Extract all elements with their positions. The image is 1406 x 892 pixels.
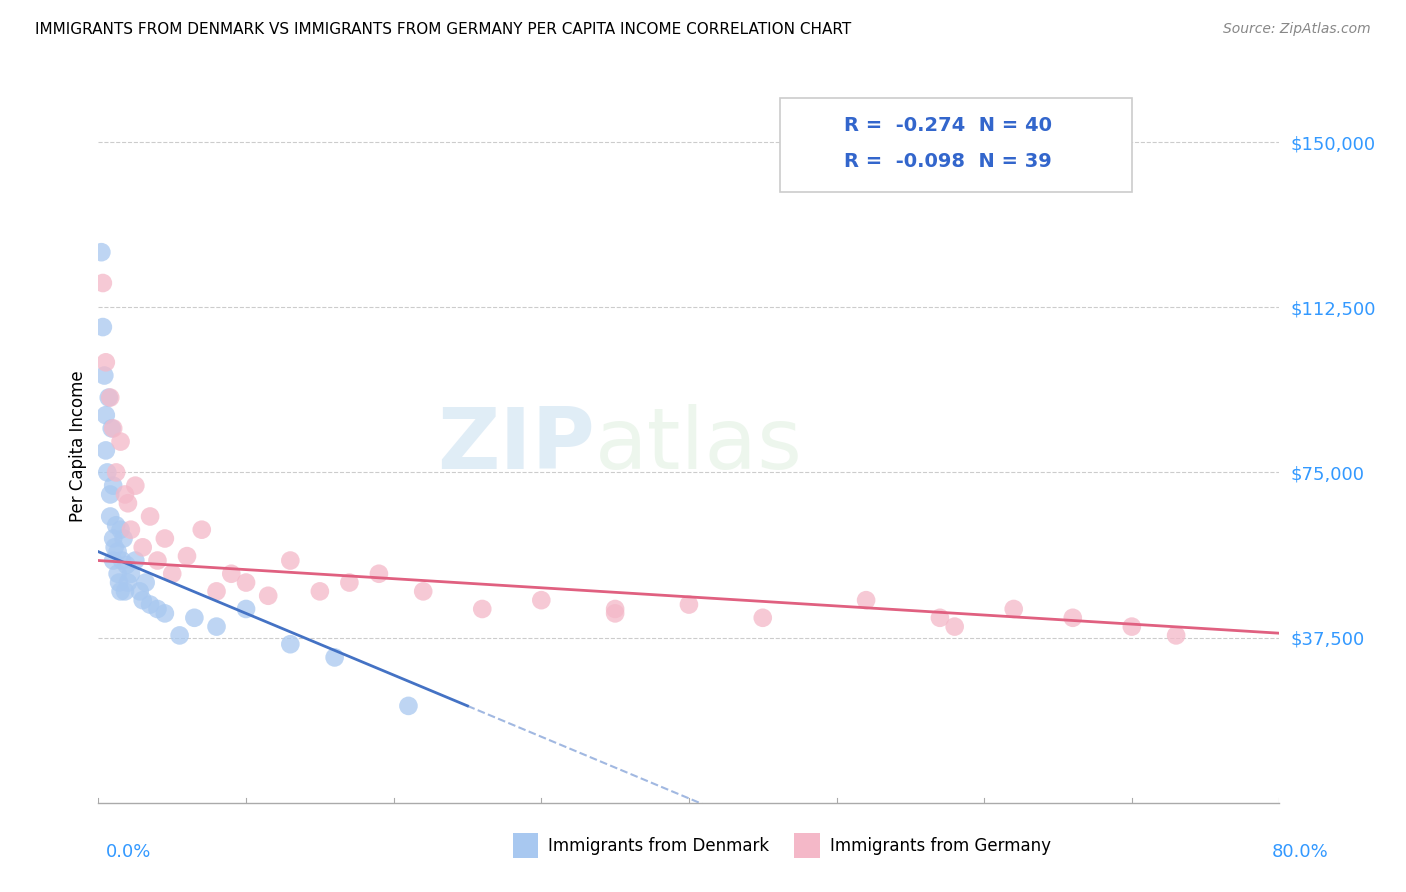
Point — [235, 575, 257, 590]
Point — [114, 487, 136, 501]
Point — [115, 558, 138, 572]
Point — [108, 575, 131, 590]
Point — [103, 553, 125, 567]
Point — [855, 593, 877, 607]
Point — [132, 541, 155, 555]
Point — [120, 523, 142, 537]
Point — [605, 602, 627, 616]
Point — [107, 566, 129, 581]
Point — [103, 421, 125, 435]
Point — [162, 566, 183, 581]
Point — [110, 584, 132, 599]
Y-axis label: Per Capita Income: Per Capita Income — [69, 370, 87, 522]
Point — [97, 391, 120, 405]
Text: Source: ZipAtlas.com: Source: ZipAtlas.com — [1223, 22, 1371, 37]
Text: R =  -0.098  N = 39: R = -0.098 N = 39 — [844, 152, 1052, 170]
Text: atlas: atlas — [595, 404, 803, 488]
Point — [471, 602, 494, 616]
Point — [128, 584, 150, 599]
Point — [94, 355, 117, 369]
Point — [94, 443, 117, 458]
Point — [191, 523, 214, 537]
Point — [221, 566, 243, 581]
Point — [323, 650, 346, 665]
Point — [929, 611, 952, 625]
Point — [100, 421, 122, 435]
Point — [91, 320, 114, 334]
Point — [135, 575, 157, 590]
Point — [105, 466, 128, 480]
Point — [117, 496, 139, 510]
Point — [1002, 602, 1025, 616]
Point — [117, 575, 139, 590]
Point — [111, 553, 134, 567]
Point — [105, 518, 128, 533]
Point — [153, 532, 176, 546]
Point — [176, 549, 198, 563]
Text: Immigrants from Germany: Immigrants from Germany — [830, 837, 1050, 855]
Text: 80.0%: 80.0% — [1272, 843, 1329, 861]
Point — [104, 541, 127, 555]
Point — [110, 523, 132, 537]
Point — [132, 593, 155, 607]
Point — [112, 532, 135, 546]
Point — [90, 245, 112, 260]
Point — [124, 553, 146, 567]
Point — [1121, 619, 1143, 633]
Point — [103, 532, 125, 546]
Point — [153, 607, 176, 621]
Text: ZIP: ZIP — [437, 404, 595, 488]
Point — [91, 276, 114, 290]
Point — [169, 628, 191, 642]
Point — [205, 584, 228, 599]
Text: R =  -0.274  N = 40: R = -0.274 N = 40 — [844, 116, 1052, 135]
Point — [98, 509, 121, 524]
Point — [1166, 628, 1188, 642]
Point — [93, 368, 115, 383]
Point — [96, 466, 118, 480]
Point — [235, 602, 257, 616]
Point — [107, 545, 129, 559]
Point — [139, 598, 162, 612]
Point — [183, 611, 205, 625]
Point — [98, 391, 121, 405]
Point — [1062, 611, 1084, 625]
Point — [398, 698, 420, 713]
Point — [120, 566, 142, 581]
Point — [146, 553, 169, 567]
Point — [280, 553, 302, 567]
Point — [94, 408, 117, 422]
Point — [110, 434, 132, 449]
Point — [309, 584, 332, 599]
Point — [139, 509, 162, 524]
Point — [205, 619, 228, 633]
Text: IMMIGRANTS FROM DENMARK VS IMMIGRANTS FROM GERMANY PER CAPITA INCOME CORRELATION: IMMIGRANTS FROM DENMARK VS IMMIGRANTS FR… — [35, 22, 852, 37]
Point — [146, 602, 169, 616]
Point — [98, 487, 121, 501]
Point — [752, 611, 775, 625]
Point — [678, 598, 700, 612]
Point — [943, 619, 966, 633]
Point — [280, 637, 302, 651]
Point — [368, 566, 391, 581]
Text: 0.0%: 0.0% — [105, 843, 150, 861]
Point — [257, 589, 280, 603]
Point — [605, 607, 627, 621]
Point — [339, 575, 361, 590]
Point — [103, 478, 125, 492]
Point — [530, 593, 553, 607]
Point — [412, 584, 434, 599]
Point — [114, 584, 136, 599]
Point — [124, 478, 146, 492]
Text: Immigrants from Denmark: Immigrants from Denmark — [548, 837, 769, 855]
